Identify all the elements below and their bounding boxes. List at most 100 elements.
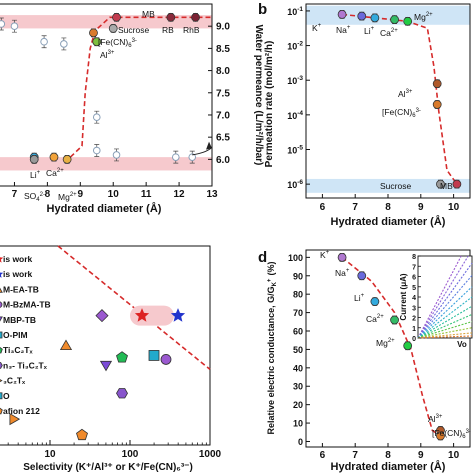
point-6 — [148, 350, 160, 361]
panel-conductance: d 6 7 8 9 10 0 10 20 30 40 50 60 70 80 90 100 0 1 2 3 4 5 6 7… — [258, 249, 473, 473]
point-4 — [99, 360, 113, 372]
x-tick-label-1000: 1000 — [199, 449, 222, 460]
x-tick-label-6: 6 — [320, 202, 326, 213]
trend-line — [69, 16, 212, 158]
legend-entry-9: O — [3, 391, 10, 401]
label-sucrose: Sucrose — [118, 25, 149, 35]
point-na — [357, 271, 367, 281]
legend-entry-8: ₃C₂Tₓ — [3, 376, 26, 386]
label-al: Al3+ — [398, 89, 413, 99]
point-5 — [116, 351, 128, 363]
legend-entry-3: M-BzMA-TB — [3, 300, 51, 310]
panel-a-frame — [0, 3, 213, 187]
point-3 — [59, 339, 73, 351]
point-mg2 — [403, 341, 413, 351]
panel-d-letter: d — [258, 249, 267, 266]
point-na — [357, 11, 367, 21]
label-mg: Mg2+ — [414, 12, 433, 22]
y-tick-label-90: 90 — [293, 271, 303, 281]
panel-a-xlabel: Hydrated diameter (Å) — [47, 202, 162, 215]
point-k — [337, 9, 347, 19]
inset-y-tick-label-4: 4 — [412, 295, 416, 302]
panel-d-ylabel: Relative electric conductance, G/GK+(%) — [266, 262, 278, 435]
y2-tick-label-8-5: 8.5 — [216, 44, 230, 55]
y2-tick-label-6-0: 6.0 — [216, 155, 230, 166]
inset-y-tick-label-8: 8 — [412, 254, 416, 261]
inset-y-tick-label-1: 1 — [412, 326, 416, 333]
inset-y-tick-label-0: 0 — [412, 336, 416, 343]
panel-b-letter: b — [258, 1, 267, 18]
open-point-6 — [112, 151, 121, 159]
point-ca2 — [390, 315, 399, 325]
point-al3 — [92, 37, 102, 47]
x-tick-label-7: 7 — [352, 202, 358, 213]
point-0 — [134, 308, 150, 322]
y-tick-label-20: 20 — [293, 400, 303, 410]
inset-line-0 — [417, 255, 462, 339]
point-1 — [170, 308, 186, 322]
inset-line-9 — [417, 327, 473, 339]
open-point-3 — [60, 40, 68, 48]
x-tick-label-11: 11 — [141, 189, 152, 200]
inset-line-2 — [417, 262, 473, 339]
panel-a-labels: MB RB RhB Sucrose [Fe(CN)63- Al3+ Li+ Ca… — [24, 9, 200, 203]
inset-line-5 — [417, 296, 473, 339]
point-ca2 — [390, 15, 399, 24]
legend-marker-8 — [0, 379, 3, 383]
legend-entry-5: O-PIM — [3, 330, 28, 340]
legend-marker-0 — [0, 256, 4, 263]
label-fe: [Fe(CN)63- — [382, 107, 421, 119]
x-tick-label-7: 7 — [352, 450, 358, 461]
panel-water-permeance: 7 8 9 10 11 12 13 6.0 6.5 7.0 7.5 8.0 8.5 9.0 Hydrat… — [0, 3, 264, 215]
x-tick-label-10: 10 — [448, 202, 460, 213]
legend-entry-4: MBP-TB — [3, 315, 36, 325]
legend-marker-9 — [0, 392, 3, 400]
legend-marker-7 — [0, 362, 3, 369]
legend-entry-1: is work — [3, 269, 33, 279]
inset-y-tick-label-6: 6 — [412, 275, 416, 282]
trend-line — [341, 256, 441, 437]
x-tick-label-7: 7 — [12, 189, 18, 200]
point-mg2 — [403, 16, 413, 26]
y2-tick-label-9-0: 9.0 — [216, 22, 230, 33]
point-7 — [160, 354, 172, 365]
band-0 — [306, 5, 470, 25]
point-sucrose — [108, 24, 118, 33]
y2-tick-label-8-0: 8.0 — [216, 66, 230, 77]
point-10 — [76, 428, 88, 441]
label-mg: Mg2+ — [376, 338, 395, 348]
y-tick-label-0: 0 — [298, 437, 303, 447]
y-tick-label-30: 30 — [293, 382, 303, 392]
label-fe: [Fe(CN)63- — [98, 37, 137, 49]
legend-entry-0: is work — [3, 254, 33, 264]
x-tick-label-6: 6 — [320, 450, 326, 461]
legend-entry-7: n₃- Ti₃C₂Tₓ — [3, 360, 48, 370]
band-1 — [306, 178, 470, 193]
label-al: Al3+ — [100, 50, 115, 60]
label-li: Li+ — [30, 170, 41, 180]
x-tick-label-9: 9 — [78, 189, 84, 200]
point-2 — [95, 309, 109, 323]
open-point-7 — [171, 153, 180, 161]
legend-marker-4 — [0, 316, 3, 322]
legend-marker-6 — [0, 347, 3, 354]
open-point-1 — [10, 22, 19, 30]
y2-tick-label-7-0: 7.0 — [216, 110, 230, 121]
label-k: K+ — [312, 23, 322, 33]
point-ca2 — [49, 152, 59, 162]
y-tick-label-4: 10-4 — [287, 110, 303, 121]
inset-line-4 — [417, 286, 473, 339]
y-tick-label-3: 10-3 — [287, 75, 303, 86]
inset-ylabel: Current (μA) — [399, 273, 408, 320]
panel-selectivity: 10 100 1000 is work is work M-EA-TB M-BzMA-TB… — [0, 245, 222, 473]
y2-tick-label-6-5: 6.5 — [216, 133, 230, 144]
point-mb — [112, 12, 121, 22]
panel-d-labels: K+ Na+ Li+ Ca2+ Mg2+ Al3+ [Fe(CN)63- — [320, 250, 471, 440]
x-tick-label-12: 12 — [174, 189, 186, 200]
label-ca: Ca2+ — [46, 168, 64, 178]
x-tick-label-13: 13 — [206, 189, 218, 200]
open-point-5 — [92, 146, 101, 155]
y-tick-label-1: 10-1 — [287, 6, 303, 17]
legend-entry-2: M-EA-TB — [3, 284, 39, 294]
inset-xlabel: Vo — [457, 340, 467, 349]
